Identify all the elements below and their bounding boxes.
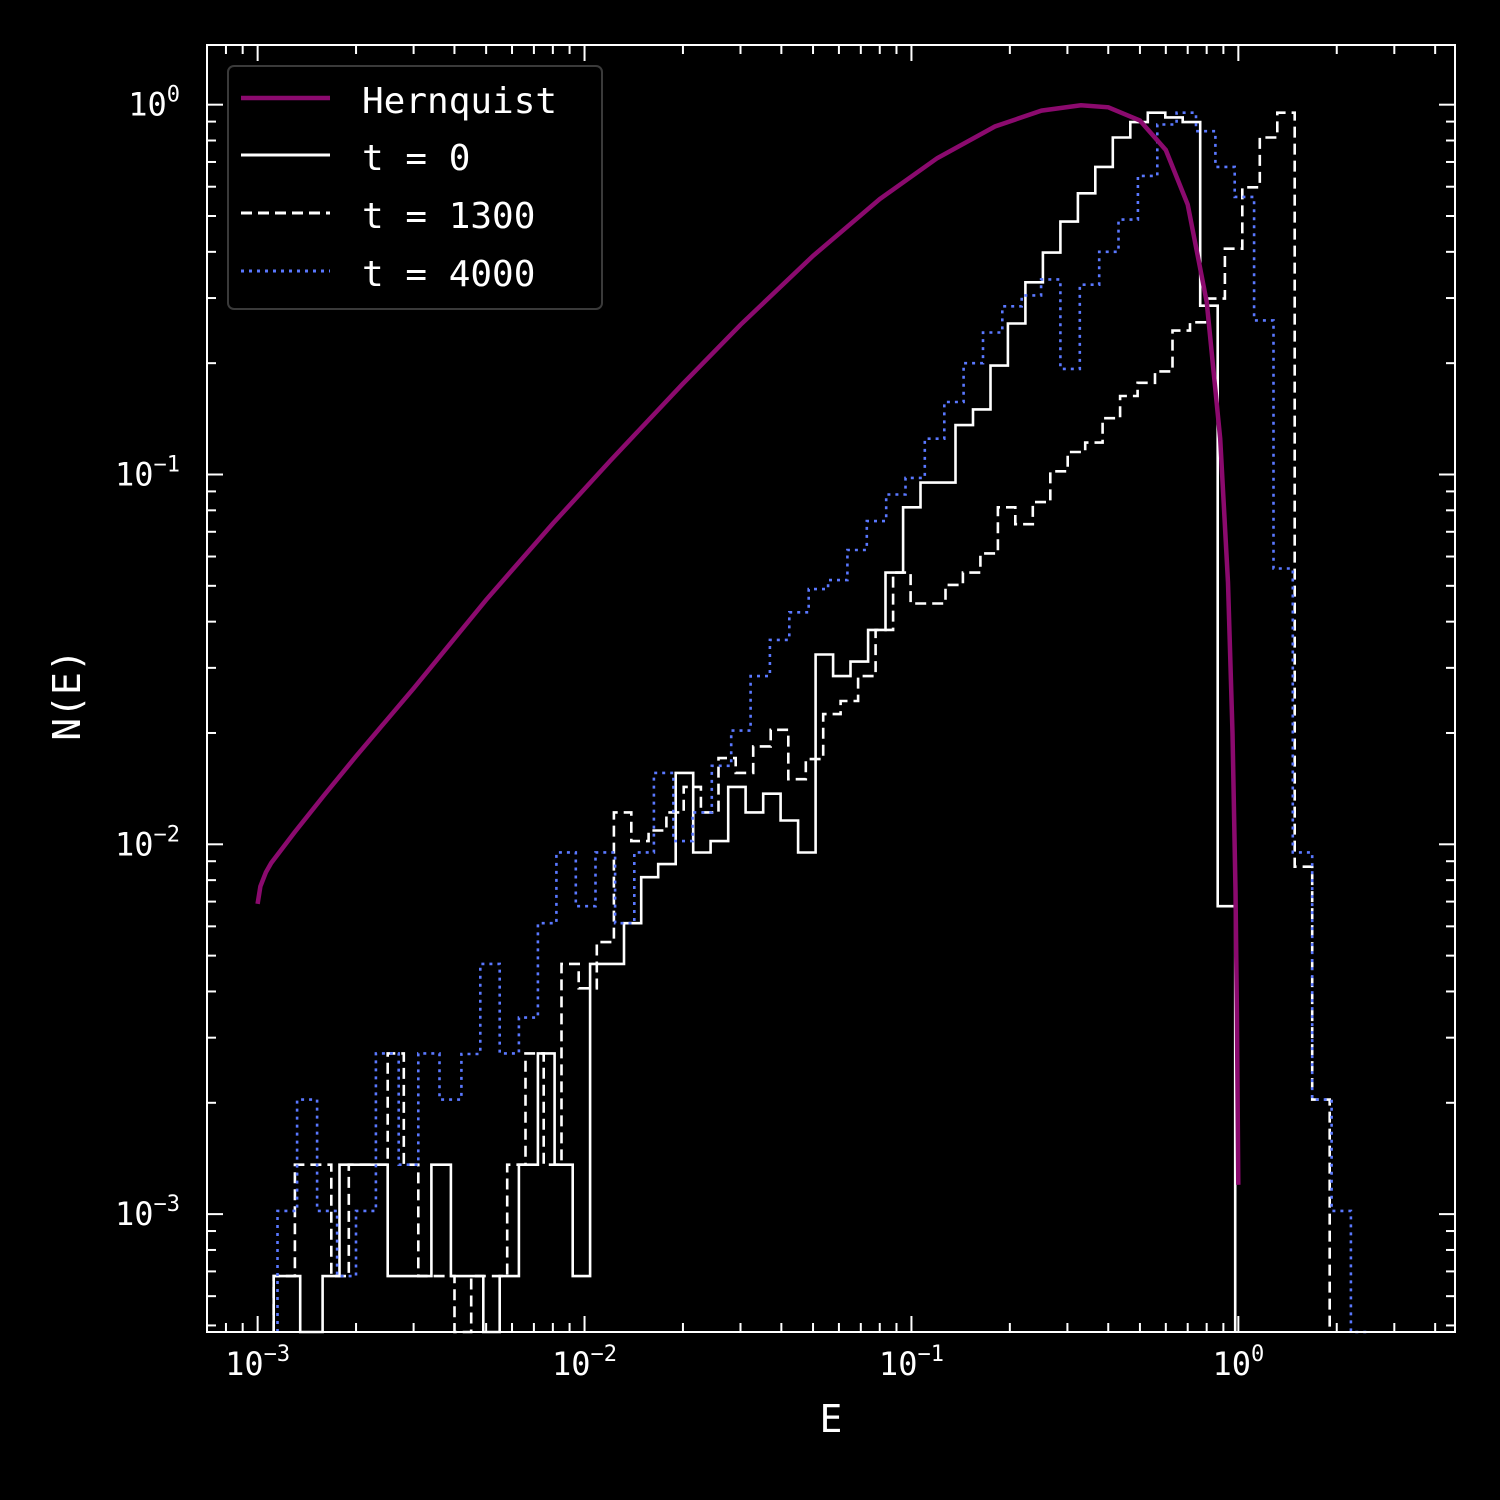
y-tick-label: 10−1 <box>115 452 180 493</box>
legend-label-t4000: t = 4000 <box>362 254 535 295</box>
y-tick-label: 100 <box>128 83 180 124</box>
x-axis-title: E <box>820 1397 843 1441</box>
minor-ticks <box>206 45 1455 1332</box>
legend-label-t1300: t = 1300 <box>362 196 535 237</box>
x-tick-labels: 10−3 10−2 10−1 100 <box>225 1342 1264 1383</box>
x-tick-label: 10−2 <box>552 1342 617 1383</box>
legend-label-t0: t = 0 <box>362 138 470 179</box>
legend-label-hernquist: Hernquist <box>362 81 557 122</box>
series-t-4000 <box>276 111 1371 1334</box>
x-tick-label: 10−1 <box>879 1342 944 1383</box>
y-tick-label: 10−3 <box>115 1192 180 1233</box>
series-t-1300 <box>272 111 1331 1334</box>
legend-box <box>227 65 603 310</box>
x-tick-label: 100 <box>1212 1342 1264 1383</box>
major-ticks <box>207 45 1455 1332</box>
series-layer <box>255 103 1371 1334</box>
y-axis-title: N(E) <box>45 649 89 741</box>
y-tick-labels: 10−3 10−2 10−1 100 <box>115 83 180 1233</box>
y-tick-label: 10−2 <box>115 822 180 863</box>
series-t-0 <box>272 111 1237 1334</box>
series-hernquist <box>255 103 1241 1185</box>
plot-frame <box>206 44 1456 1333</box>
x-tick-label: 10−3 <box>225 1342 290 1383</box>
legend: Hernquist t = 0 t = 1300 t = 4000 <box>227 65 603 310</box>
